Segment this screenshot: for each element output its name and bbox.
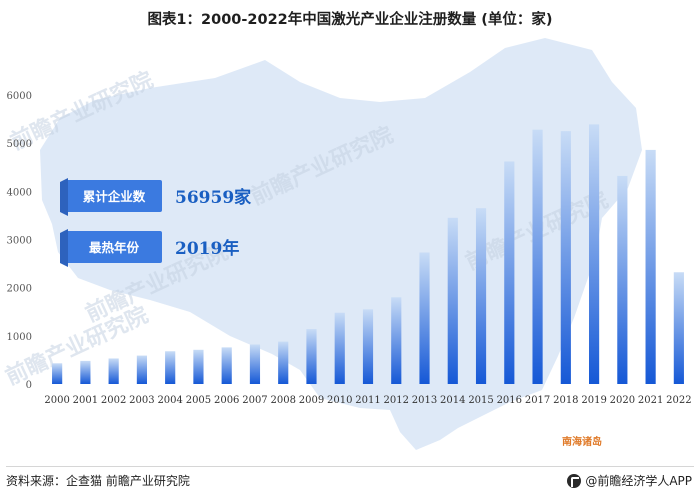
- x-tick-label: 2011: [355, 395, 380, 406]
- annotation-box: [66, 231, 162, 263]
- x-tick-label: 2018: [553, 395, 578, 406]
- x-tick-label: 2010: [327, 395, 352, 406]
- annotation-value: 2019年: [175, 238, 239, 259]
- bar-chart: 前瞻产业研究院前瞻产业研究院前瞻产业研究院前瞻产业研究院前瞻产业研究院 0100…: [2, 38, 692, 450]
- bar-2010: [334, 312, 345, 384]
- chart-title: 图表1：2000-2022年中国激光产业企业注册数量 (单位：家): [147, 12, 553, 28]
- y-tick-label: 6000: [7, 91, 32, 102]
- bar-2009: [306, 329, 317, 384]
- bar-2011: [362, 309, 374, 384]
- x-tick-label: 2021: [638, 395, 663, 406]
- watermark-text: 前瞻产业研究院: [2, 302, 153, 391]
- x-tick-label: 2022: [666, 395, 691, 406]
- bar-2007: [249, 344, 261, 384]
- y-tick-label: 1000: [7, 332, 32, 343]
- y-tick-label: 5000: [7, 139, 32, 150]
- x-tick-label: 2013: [412, 395, 437, 406]
- bar-2017: [532, 129, 543, 384]
- x-tick-label: 2006: [214, 395, 239, 406]
- brand-credit: @前瞻经济学人APP: [567, 472, 692, 489]
- footer-divider: [6, 466, 694, 467]
- bar-2021: [645, 149, 656, 384]
- bar-2004: [165, 351, 176, 384]
- x-tick-label: 2004: [157, 395, 182, 406]
- bar-2002: [108, 358, 119, 384]
- bar-2003: [136, 355, 147, 384]
- x-axis: 2000 2001 2002 2003 2004 2005 2006 2007 2008 2009…: [44, 395, 691, 406]
- y-axis: 0 1000 2000 3000 4000 5000 6000: [7, 91, 32, 391]
- bar-2008: [278, 341, 289, 384]
- bar-2000: [52, 363, 63, 384]
- bar-2006: [221, 347, 232, 384]
- x-tick-label: 2017: [525, 395, 550, 406]
- bar-2018: [560, 131, 571, 384]
- x-tick-label: 2020: [610, 395, 635, 406]
- bar-2016: [504, 161, 515, 384]
- bar-2022: [673, 272, 684, 384]
- bar-2001: [80, 360, 91, 384]
- y-tick-label: 0: [26, 380, 32, 391]
- x-tick-label: 2001: [73, 395, 98, 406]
- x-tick-label: 2019: [581, 395, 606, 406]
- annotation-label: 最热年份: [89, 240, 140, 255]
- x-tick-label: 2007: [242, 395, 267, 406]
- x-tick-label: 2015: [468, 395, 493, 406]
- south-china-sea-label: 南海诸岛: [562, 435, 602, 448]
- qianzhan-logo-icon: [567, 473, 582, 488]
- x-tick-label: 2002: [101, 395, 126, 406]
- y-tick-label: 3000: [7, 236, 32, 247]
- brand-text: @前瞻经济学人APP: [585, 474, 692, 488]
- x-tick-label: 2009: [299, 395, 324, 406]
- annotation-box: [66, 180, 162, 212]
- annotation-box-edge: [60, 178, 68, 216]
- bar-2019: [589, 124, 600, 385]
- y-tick-label: 4000: [7, 187, 32, 198]
- bar-2015: [475, 208, 487, 384]
- annotation-1: 累计企业数 56959家: [60, 178, 251, 216]
- source-note: 资料来源：企查猫 前瞻产业研究院: [6, 474, 190, 488]
- x-tick-label: 2003: [129, 395, 154, 406]
- x-tick-label: 2008: [270, 395, 295, 406]
- annotation-label: 累计企业数: [83, 189, 146, 204]
- annotation-2: 最热年份 2019年: [60, 229, 239, 267]
- annotation-box-edge: [60, 229, 68, 267]
- bar-2014: [447, 217, 458, 384]
- x-tick-label: 2016: [497, 395, 522, 406]
- x-tick-label: 2005: [186, 395, 211, 406]
- bar-2012: [391, 297, 402, 384]
- bar-2013: [419, 252, 430, 384]
- x-tick-label: 2012: [384, 395, 409, 406]
- x-tick-label: 2014: [440, 395, 465, 406]
- bar-2020: [617, 175, 628, 384]
- y-tick-label: 2000: [7, 284, 32, 295]
- bar-series: [52, 124, 684, 385]
- x-tick-label: 2000: [44, 395, 69, 406]
- bar-2005: [193, 349, 204, 384]
- annotation-value: 56959家: [175, 187, 251, 208]
- china-map-background: [40, 38, 642, 450]
